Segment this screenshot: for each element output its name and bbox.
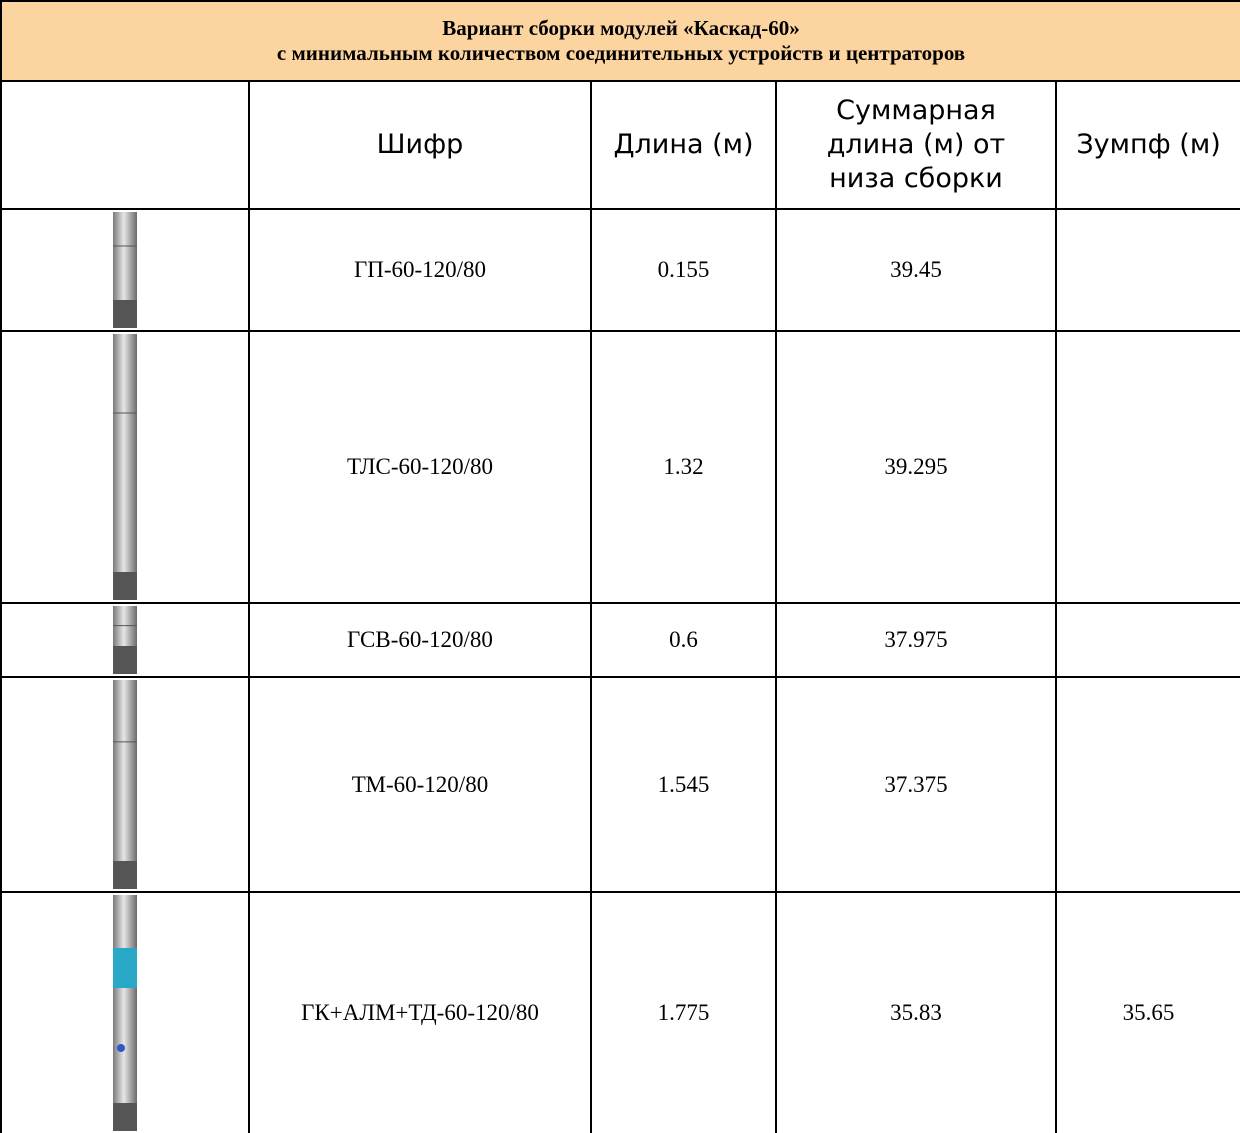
tool-band <box>113 1103 137 1131</box>
tool-cell <box>0 602 250 678</box>
tool-cell <box>0 330 250 604</box>
table-cell: ГП-60-120/80 <box>248 208 592 332</box>
table-cell: 35.65 <box>1054 891 1240 1133</box>
tool-dot <box>117 1044 125 1052</box>
table-cell <box>1054 208 1240 332</box>
tool-cell <box>0 891 250 1133</box>
table-row: ГП-60-120/80 0.155 39.45 <box>0 208 1240 332</box>
table-row: ГК+АЛМ+ТД-60-120/80 1.775 35.83 35.65 <box>0 891 1240 1133</box>
tool-image <box>113 680 137 889</box>
table-cell: 1.32 <box>590 330 777 604</box>
header-row: Шифр Длина (м) Суммарная длина (м) от ни… <box>0 80 1240 210</box>
table-cell <box>1054 676 1240 893</box>
tool-image <box>113 334 137 600</box>
table-cell: 0.6 <box>590 602 777 678</box>
header-cell: Шифр <box>248 80 592 210</box>
table-cell: 0.155 <box>590 208 777 332</box>
table-row: ТЛС-60-120/80 1.32 39.295 <box>0 330 1240 604</box>
title-cell: Вариант сборки модулей «Каскад-60» с мин… <box>0 0 1240 82</box>
title-line: Вариант сборки модулей «Каскад-60» <box>442 16 800 40</box>
table-cell <box>1054 330 1240 604</box>
tool-band <box>113 646 137 674</box>
tool-band <box>113 861 137 889</box>
table-cell: 35.83 <box>775 891 1057 1133</box>
table-cell: ГСВ-60-120/80 <box>248 602 592 678</box>
tool-image <box>113 606 137 674</box>
tool-band <box>113 300 137 328</box>
tool-cell <box>0 208 250 332</box>
header-cell: Суммарная длина (м) от низа сборки <box>775 80 1057 210</box>
header-cell: Зумпф (м) <box>1054 80 1240 210</box>
table-cell: 39.295 <box>775 330 1057 604</box>
tool-body <box>113 680 137 889</box>
header-cell: Длина (м) <box>590 80 777 210</box>
table-cell: ТЛС-60-120/80 <box>248 330 592 604</box>
header-cell <box>0 80 250 210</box>
table-cell <box>1054 602 1240 678</box>
tool-image <box>113 212 137 328</box>
tool-image <box>113 895 137 1131</box>
table-cell: ТМ-60-120/80 <box>248 676 592 893</box>
table-cell: 1.775 <box>590 891 777 1133</box>
table-cell: ГК+АЛМ+ТД-60-120/80 <box>248 891 592 1133</box>
table-cell: 37.975 <box>775 602 1057 678</box>
title-line: с минимальным количеством соединительных… <box>276 41 966 65</box>
tool-body <box>113 334 137 600</box>
table-row: ГСВ-60-120/80 0.6 37.975 <box>0 602 1240 678</box>
table-cell: 1.545 <box>590 676 777 893</box>
table-cell: 39.45 <box>775 208 1057 332</box>
tool-band <box>113 572 137 600</box>
title-row: Вариант сборки модулей «Каскад-60» с мин… <box>0 0 1240 82</box>
tool-cell <box>0 676 250 893</box>
tool-body <box>113 895 137 1131</box>
table-cell: 37.375 <box>775 676 1057 893</box>
table-row: ТМ-60-120/80 1.545 37.375 <box>0 676 1240 893</box>
tool-window <box>113 948 137 988</box>
